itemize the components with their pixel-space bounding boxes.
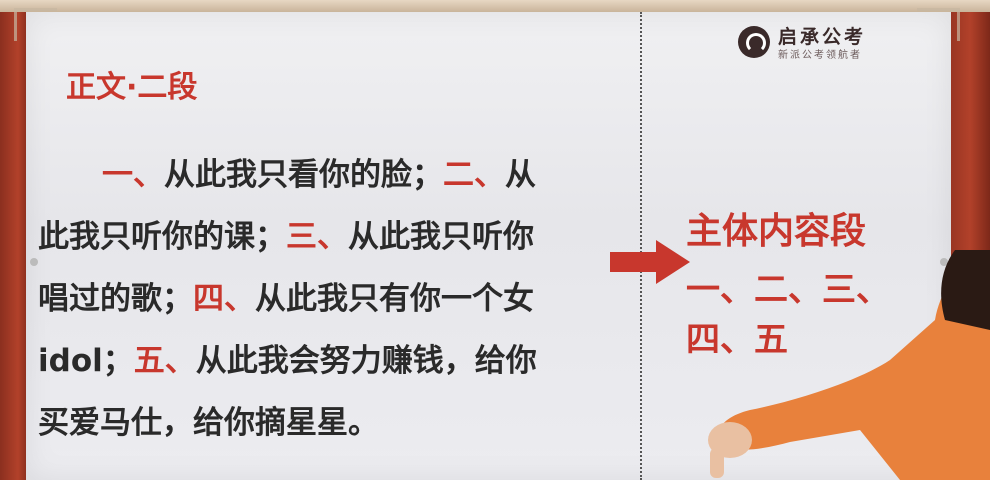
paragraph-line: 买爱马仕，给你摘星星。 (38, 392, 618, 454)
nav-dot-left (30, 258, 38, 266)
paragraph-fragment: idol； (38, 343, 134, 379)
paragraph-line: 此我只听你的课；三、从此我只听你 (38, 206, 618, 268)
paragraph-line: idol；五、从此我会努力赚钱，给你 (38, 330, 618, 392)
presenter-figure (708, 250, 990, 480)
paragraph-fragment: 从此我会努力赚钱，给你 (195, 343, 537, 379)
right-arrow-icon (610, 240, 690, 284)
item-number: 三、 (286, 219, 348, 255)
paragraph-text: 一、从此我只看你的脸；二、从 此我只听你的课；三、从此我只听你 唱过的歌；四、从此我… (38, 144, 618, 454)
paragraph-fragment: 从此我只有你一个女 (255, 281, 534, 317)
paragraph-fragment: 从 (505, 157, 536, 193)
summary-numbers-line-1: 一、二、三、 (686, 270, 890, 310)
item-number: 五、 (133, 343, 196, 379)
left-frame (0, 0, 30, 480)
nav-dot-right (940, 258, 948, 266)
frame-ornament-right (917, 8, 960, 41)
paragraph-line: 唱过的歌；四、从此我只有你一个女 (38, 268, 618, 330)
paragraph-fragment: 唱过的歌； (38, 281, 193, 317)
paragraph-fragment: 从此我只听你 (348, 219, 534, 255)
item-number: 四、 (193, 281, 255, 317)
paragraph-fragment: 从此我只看你的脸； (164, 157, 443, 193)
brand-name: 启承公考 (778, 26, 867, 48)
slide-divider (640, 12, 642, 480)
item-number: 一、 (102, 157, 164, 193)
summary-numbers-line-2: 四、五 (686, 320, 788, 360)
paragraph-fragment: 买爱马仕，给你摘星星。 (38, 405, 379, 441)
summary-title: 主体内容段 (686, 211, 867, 252)
brand-logo: 启承公考 新派公考领航者 (738, 22, 898, 62)
logo-mark-icon (738, 26, 770, 58)
section-title: 正文·二段 (66, 70, 198, 105)
brand-tagline: 新派公考领航者 (778, 50, 862, 61)
frame-ornament-left (14, 8, 57, 41)
paragraph-line: 一、从此我只看你的脸；二、从 (38, 144, 618, 206)
paragraph-fragment: 此我只听你的课； (38, 219, 286, 255)
top-frame (0, 0, 990, 12)
item-number: 二、 (443, 157, 505, 193)
